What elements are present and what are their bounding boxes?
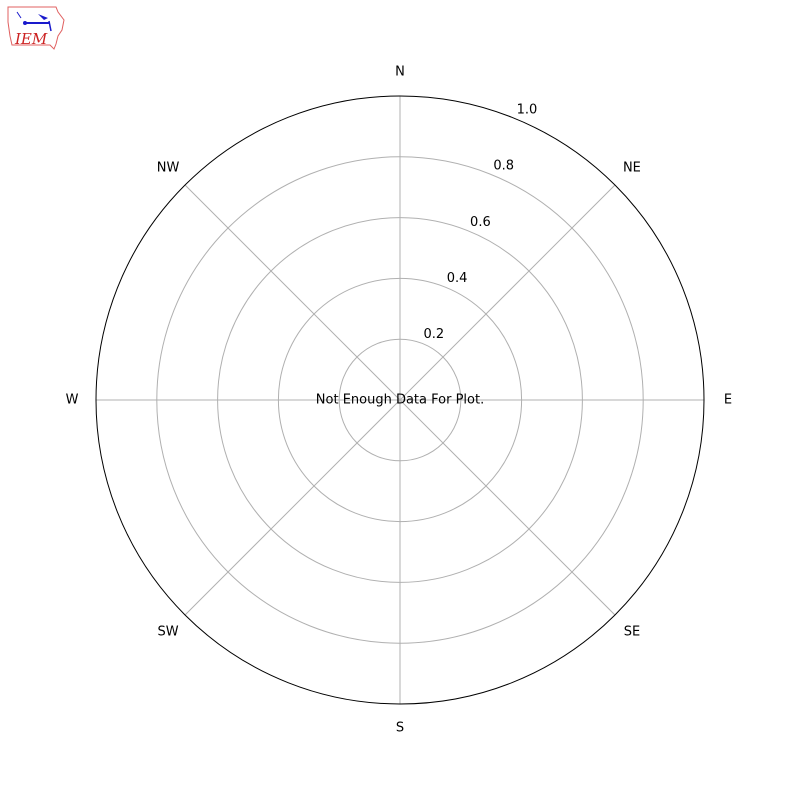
spoke-se	[399, 399, 616, 616]
radial-tick-label: 0.4	[447, 271, 468, 286]
radial-tick-label: 1.0	[517, 103, 538, 118]
direction-label-se: SE	[624, 624, 640, 639]
ring-0.4	[277, 277, 523, 523]
spoke-ne	[399, 184, 616, 401]
ring-0.6	[217, 217, 583, 583]
radial-tick-label: 0.8	[493, 159, 514, 174]
ring-0.8	[156, 156, 644, 644]
direction-label-ne: NE	[623, 161, 641, 176]
direction-label-nw: NW	[157, 161, 180, 176]
direction-label-n: N	[395, 65, 405, 80]
direction-label-e: E	[724, 393, 732, 408]
polar-labels: N NE E SE S SW W NW 0.2 0.4 0.6 0.8 1.0	[66, 65, 733, 736]
ring-0.2	[338, 338, 462, 462]
iem-logo: IEM	[7, 6, 65, 50]
spoke-sw	[184, 399, 401, 616]
direction-label-s: S	[396, 721, 404, 736]
outer-frame	[95, 95, 705, 705]
polar-grid	[95, 95, 705, 705]
direction-label-sw: SW	[158, 624, 179, 639]
radial-tick-label: 0.2	[424, 327, 445, 342]
logo-text: IEM	[14, 30, 48, 48]
radial-tick-label: 0.6	[470, 215, 491, 230]
direction-label-w: W	[66, 393, 79, 408]
no-data-message: Not Enough Data For Plot.	[316, 393, 484, 408]
spoke-nw	[184, 184, 401, 401]
